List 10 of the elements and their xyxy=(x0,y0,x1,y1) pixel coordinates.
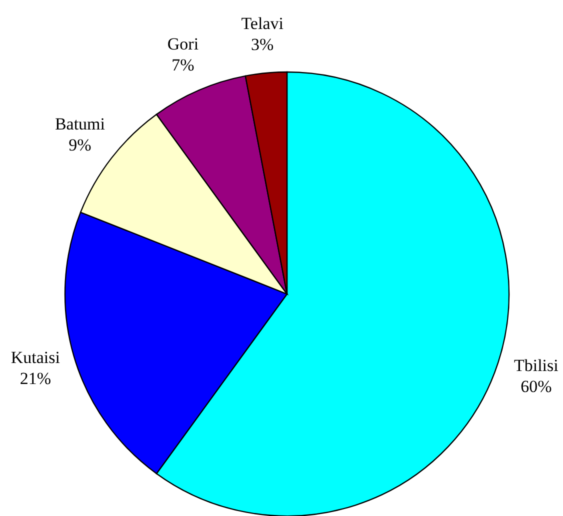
data-label: 3% xyxy=(251,35,274,54)
slice-label: Gori xyxy=(167,34,199,54)
slice-label: Telavi xyxy=(241,14,284,34)
data-label: 9% xyxy=(68,135,92,154)
slice-label: Batumi xyxy=(54,114,106,134)
data-label: 7% xyxy=(172,56,194,75)
slice-label: Kutaisi xyxy=(10,348,60,368)
data-label: 21% xyxy=(20,369,51,388)
data-label: 60% xyxy=(520,376,552,396)
slice-label: Tbilisi xyxy=(514,356,559,375)
